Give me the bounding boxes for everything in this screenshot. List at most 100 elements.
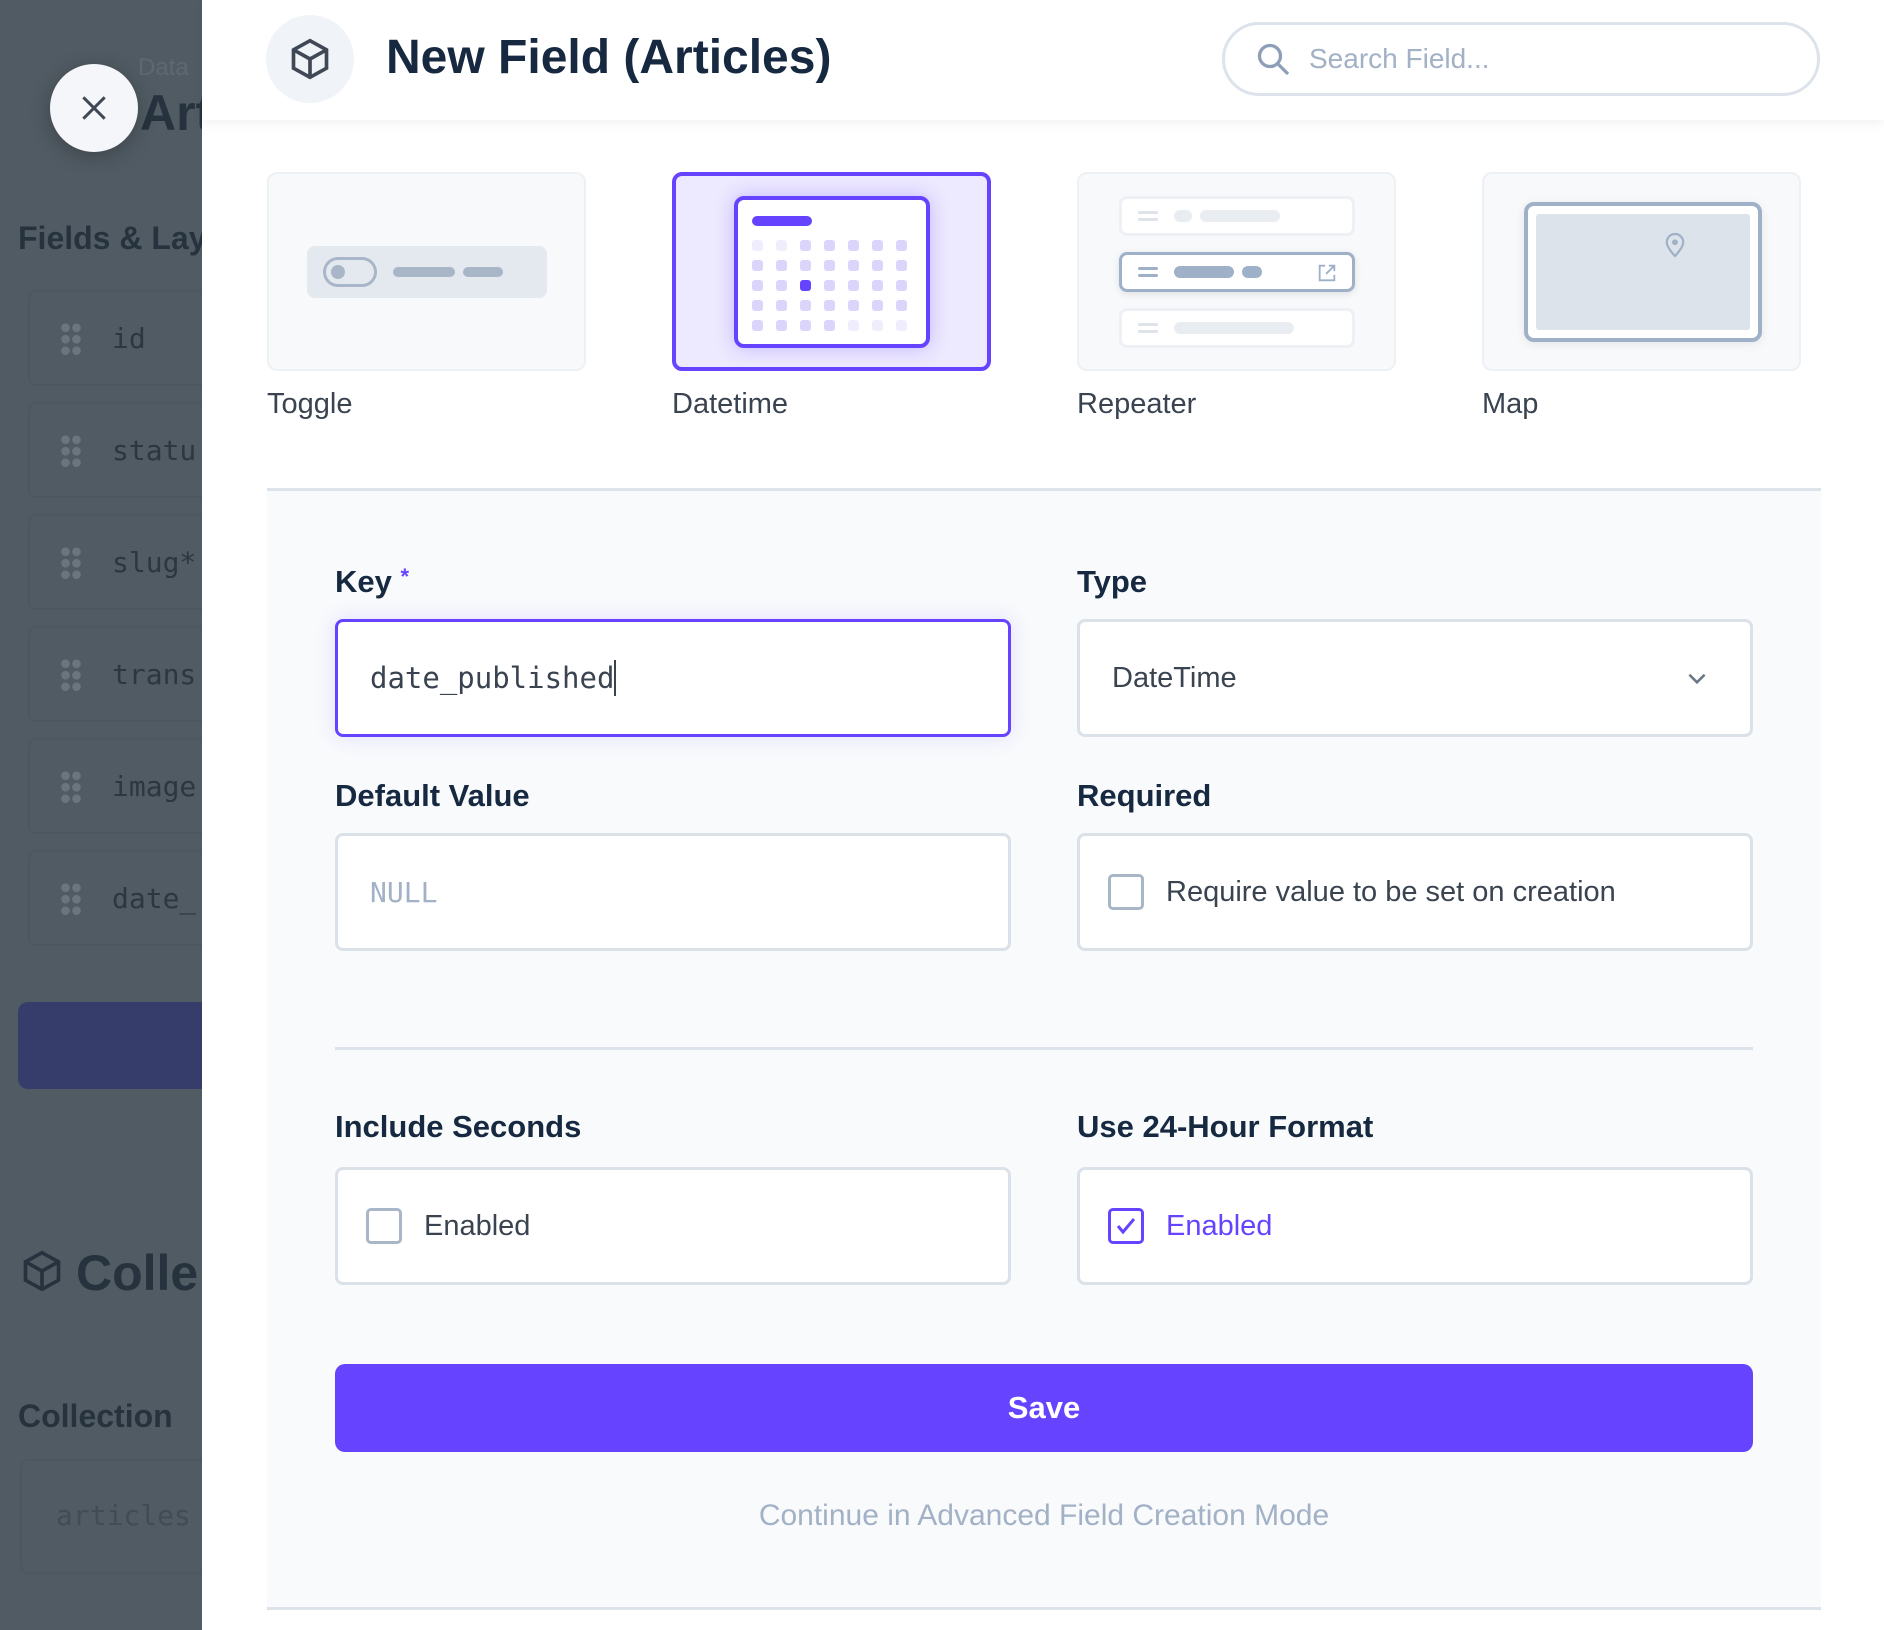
calendar-day-dot <box>872 260 883 271</box>
field-type-datetime[interactable] <box>672 172 991 371</box>
calendar-day-dot <box>824 300 835 311</box>
map-preview-icon <box>1524 202 1762 342</box>
calendar-day-dot <box>800 280 811 291</box>
background-add-field-button <box>18 1002 202 1089</box>
map-pin-icon <box>1665 232 1685 258</box>
type-value: DateTime <box>1112 661 1237 694</box>
field-name: id <box>112 322 146 355</box>
drag-handle-icon <box>60 882 82 916</box>
external-link-icon <box>1318 264 1336 282</box>
calendar-day-dot <box>752 240 763 251</box>
header-icon <box>266 15 354 103</box>
default-value-input[interactable]: NULL <box>335 833 1011 951</box>
key-input[interactable]: date_published <box>335 619 1011 737</box>
include-seconds-option[interactable]: Enabled <box>335 1167 1011 1285</box>
required-text: Require value to be set on creation <box>1166 875 1616 908</box>
calendar-day-dot <box>752 300 763 311</box>
calendar-day-dot <box>824 280 835 291</box>
calendar-day-dot <box>896 260 907 271</box>
required-mark: * <box>400 564 410 589</box>
field-row: statu <box>28 402 202 498</box>
field-row: date_ <box>28 850 202 946</box>
field-name: trans <box>112 658 197 691</box>
save-button[interactable]: Save <box>335 1364 1753 1452</box>
calendar-day-dot <box>896 280 907 291</box>
calendar-day-dot <box>896 300 907 311</box>
field-type-repeater[interactable] <box>1077 172 1396 371</box>
field-type-label: Repeater <box>1077 388 1197 420</box>
new-field-drawer: New Field (Articles) Toggle Datetime Rep… <box>202 0 1884 1630</box>
key-value: date_published <box>370 661 615 695</box>
drag-handle-icon <box>60 434 82 468</box>
include-seconds-label: Include Seconds <box>335 1109 582 1144</box>
close-button[interactable] <box>50 64 138 152</box>
calendar-day-dot <box>824 260 835 271</box>
cube-icon <box>291 38 329 80</box>
calendar-day-dot <box>848 300 859 311</box>
field-type-label: Toggle <box>267 388 353 420</box>
calendar-icon <box>734 196 930 348</box>
calendar-day-dot <box>824 320 835 331</box>
include-seconds-text: Enabled <box>424 1209 531 1242</box>
toggle-switch-icon <box>323 257 377 287</box>
use-24-hour-text: Enabled <box>1166 1209 1273 1242</box>
calendar-day-dot <box>800 300 811 311</box>
default-value-label: Default Value <box>335 778 530 813</box>
type-select[interactable]: DateTime <box>1077 619 1753 737</box>
collection-heading: Colle <box>76 1245 199 1301</box>
page-title: New Field (Articles) <box>386 31 832 84</box>
calendar-day-dot <box>800 260 811 271</box>
chevron-down-icon <box>1688 673 1706 685</box>
calendar-day-dot <box>800 320 811 331</box>
use-24-hour-label: Use 24-Hour Format <box>1077 1109 1374 1144</box>
field-type-map[interactable] <box>1482 172 1801 371</box>
collection-label: Collection <box>18 1398 173 1434</box>
collection-input: articles <box>20 1459 202 1574</box>
section-title: Fields & Lay <box>18 220 202 256</box>
collection-value: articles <box>56 1499 191 1532</box>
calendar-day-dot <box>872 280 883 291</box>
field-name: slug* <box>112 546 197 579</box>
search-field[interactable] <box>1222 22 1820 96</box>
calendar-day-dot <box>776 300 787 311</box>
search-input[interactable] <box>1309 43 1789 75</box>
required-checkbox[interactable] <box>1108 874 1144 910</box>
divider <box>335 1047 1753 1050</box>
advanced-mode-link[interactable]: Continue in Advanced Field Creation Mode <box>758 1499 1330 1532</box>
calendar-day-dot <box>848 280 859 291</box>
required-label: Required <box>1077 778 1212 813</box>
calendar-day-dot <box>848 320 859 331</box>
type-label: Type <box>1077 564 1148 599</box>
repeater-item-preview <box>1119 252 1355 292</box>
field-row: trans <box>28 626 202 722</box>
use-24-hour-checkbox[interactable] <box>1108 1208 1144 1244</box>
calendar-day-dot <box>824 240 835 251</box>
calendar-day-dot <box>752 320 763 331</box>
field-name: image <box>112 770 197 803</box>
calendar-day-dot <box>776 260 787 271</box>
calendar-day-dot <box>752 260 763 271</box>
calendar-day-dot <box>848 240 859 251</box>
field-type-label: Datetime <box>672 388 789 420</box>
calendar-day-dot <box>872 300 883 311</box>
use-24-hour-option[interactable]: Enabled <box>1077 1167 1753 1285</box>
calendar-day-dot <box>872 240 883 251</box>
required-option[interactable]: Require value to be set on creation <box>1077 833 1753 951</box>
default-value-placeholder: NULL <box>370 875 438 909</box>
breadcrumb: Data <box>138 54 189 81</box>
search-icon <box>1257 43 1290 76</box>
include-seconds-checkbox[interactable] <box>366 1208 402 1244</box>
drawer-header: New Field (Articles) <box>202 0 1884 120</box>
cube-icon <box>23 1250 61 1292</box>
field-row: slug* <box>28 514 202 610</box>
field-type-toggle[interactable] <box>267 172 586 371</box>
drag-handle-icon <box>60 322 82 356</box>
calendar-day-dot <box>776 320 787 331</box>
close-icon <box>82 96 106 120</box>
calendar-day-dot <box>848 260 859 271</box>
field-name: statu <box>112 434 197 467</box>
calendar-day-dot <box>872 320 883 331</box>
checkmark-icon <box>1116 1218 1136 1235</box>
page-title: Art <box>140 85 202 141</box>
drag-handle-icon <box>60 658 82 692</box>
